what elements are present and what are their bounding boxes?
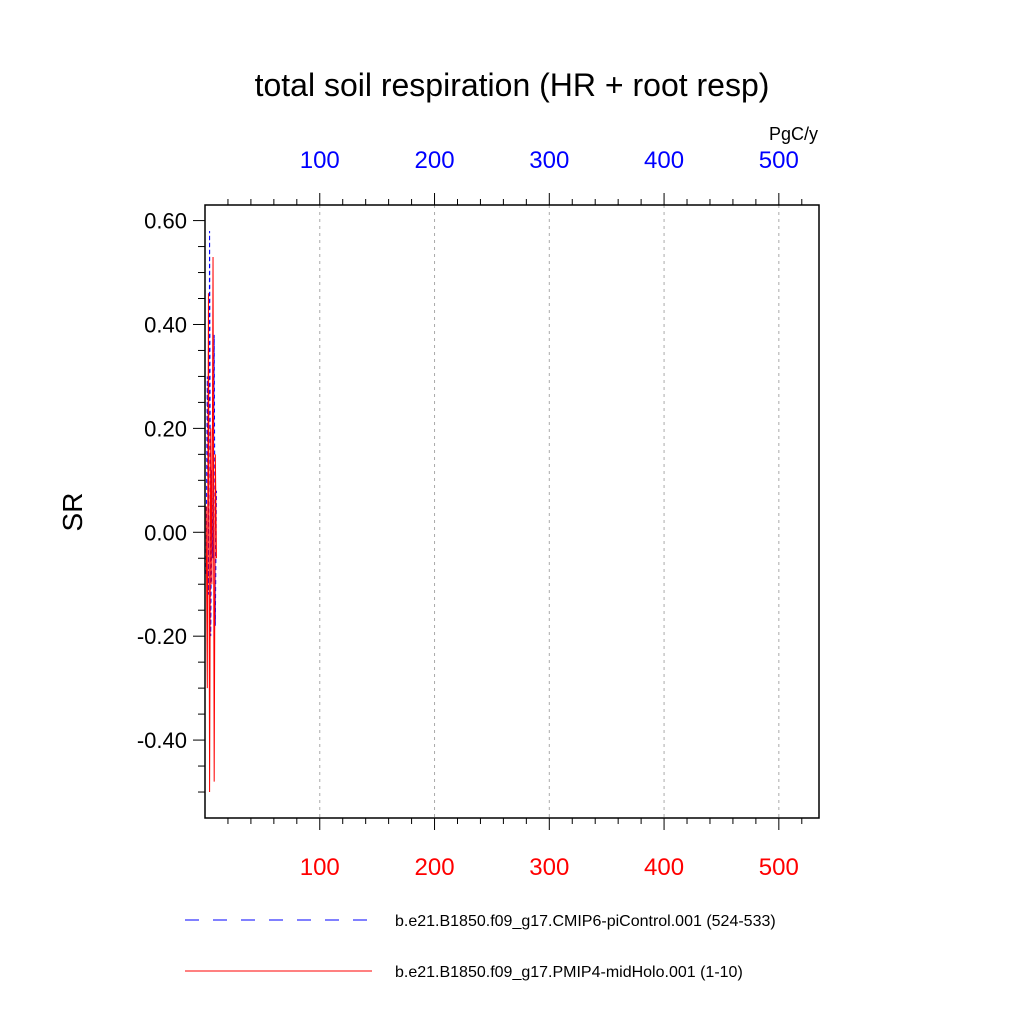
y-tick-label: 0.60: [144, 209, 187, 234]
top-x-tick-label: 300: [529, 147, 569, 174]
series-lines: [205, 230, 217, 793]
axis-ticks: [193, 193, 803, 830]
top-x-tick-label: 200: [415, 147, 455, 174]
bottom-x-tick-label: 100: [300, 854, 340, 881]
legend-label-2: b.e21.B1850.f09_g17.PMIP4-midHolo.001 (1…: [395, 964, 743, 981]
plot-frame: [204, 204, 820, 819]
legend-label-1: b.e21.B1850.f09_g17.CMIP6-piControl.001 …: [395, 913, 776, 930]
top-axis-units: PgC/y: [769, 124, 818, 144]
y-tick-label: 0.40: [144, 312, 187, 337]
grid: [319, 205, 780, 818]
bottom-x-tick-label: 200: [415, 854, 455, 881]
chart-title: total soil respiration (HR + root resp): [255, 67, 770, 103]
y-tick-label: -0.40: [137, 728, 187, 753]
bottom-x-tick-label: 400: [644, 854, 684, 881]
y-tick-label: 0.20: [144, 416, 187, 441]
top-x-tick-label: 500: [759, 147, 799, 174]
bottom-x-tick-label: 300: [529, 854, 569, 881]
y-tick-label: 0.00: [144, 520, 187, 545]
y-axis-label: SR: [57, 493, 88, 532]
bottom-x-tick-label: 500: [759, 854, 799, 881]
top-x-tick-label: 400: [644, 147, 684, 174]
tick-labels: -0.40 -0.20 0.00 0.20 0.40 0.60 100 100 200 200 30…: [137, 147, 799, 881]
series-line-2: [205, 256, 217, 793]
legend: b.e21.B1850.f09_g17.CMIP6-piControl.001 …: [185, 913, 776, 981]
top-x-tick-label: 100: [300, 147, 340, 174]
y-tick-label: -0.20: [137, 624, 187, 649]
